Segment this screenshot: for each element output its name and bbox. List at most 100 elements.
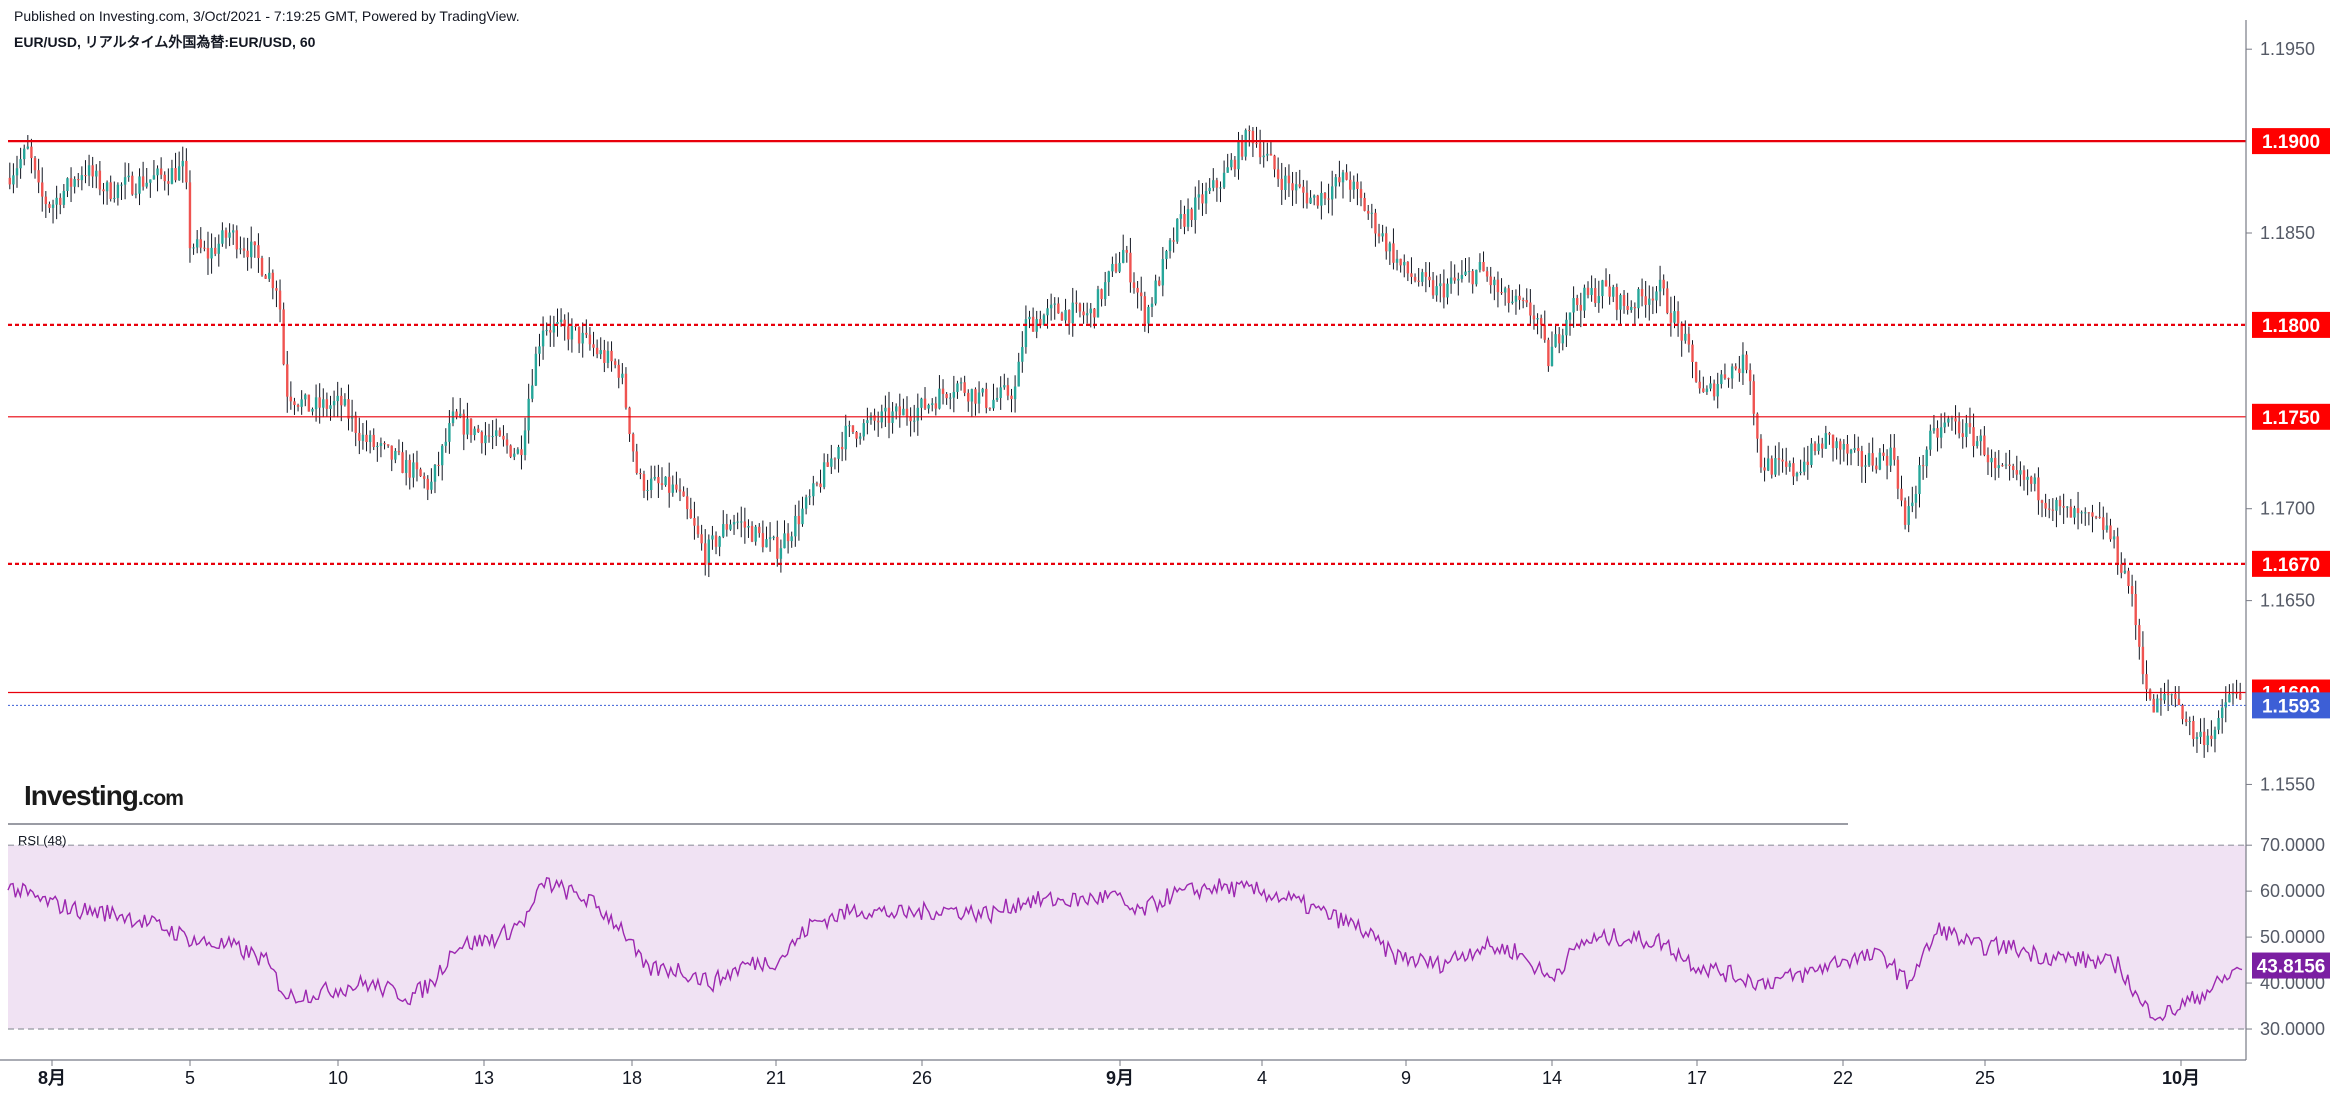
candle-body [250, 241, 253, 258]
candle-body [15, 168, 19, 176]
candle-body [1637, 289, 1640, 309]
candle-body [603, 350, 606, 363]
candle-body [116, 184, 120, 198]
candle-body [1294, 184, 1298, 191]
candle-body [1864, 465, 1867, 467]
candle-body [1367, 210, 1370, 214]
investing-logo: Investing.com [24, 780, 184, 811]
candle-body [581, 332, 584, 344]
candle-body [2008, 464, 2011, 466]
candle-body [905, 408, 909, 417]
candle-body [862, 423, 865, 437]
time-tick-label: 5 [185, 1068, 195, 1088]
candle-body [1983, 435, 1986, 455]
candle-body [1421, 272, 1424, 282]
level-tag-1.1900-bg [2252, 128, 2330, 155]
candle-body [1258, 143, 1262, 158]
candle-body [1406, 261, 1410, 274]
candle-body [480, 431, 484, 444]
price-pane[interactable] [8, 125, 2246, 758]
candle-body [959, 382, 963, 384]
candle-body [808, 496, 811, 498]
candle-body [876, 420, 880, 423]
candle-body [80, 175, 84, 181]
candle-body [347, 399, 350, 419]
current-price-tag: 1.1593 [2262, 696, 2320, 717]
candle-body [1201, 194, 1204, 204]
candle-body [8, 177, 12, 185]
candle-body [1154, 280, 1157, 304]
candle-body [855, 431, 858, 439]
candle-body [894, 406, 898, 412]
candle-body [653, 477, 656, 479]
candle-body [747, 525, 750, 528]
candle-body [1096, 289, 1100, 318]
candle-body [704, 543, 707, 565]
time-axis[interactable]: 8月 5 10 13 18 21 26 9月 4 9 14 17 22 25 10月 [0, 1059, 2246, 1088]
candle-body [1273, 155, 1276, 170]
candle-body [931, 403, 934, 405]
candle-body [1640, 289, 1644, 297]
candle-body [830, 458, 833, 467]
candle-body [606, 350, 610, 363]
candle-body [628, 407, 631, 435]
candle-body [2170, 694, 2173, 696]
candle-body [923, 398, 927, 409]
candle-body [286, 364, 289, 397]
candle-body [559, 319, 563, 323]
candle-body [19, 159, 22, 169]
price-axis[interactable]: 1.1950 1.1850 1.1700 1.1650 1.1550 1.1900 1.18… [2245, 20, 2330, 1060]
candle-body [1705, 388, 1709, 392]
candle-body [1882, 452, 1885, 456]
candle-body [2120, 564, 2123, 573]
rsi-axis[interactable]: 70.000060.000050.000040.000030.000043.81… [2246, 835, 2330, 1039]
level-tag-1.1750-bg [2252, 403, 2330, 430]
candle-body [981, 388, 984, 393]
price-tick-label: 1.1850 [2260, 223, 2315, 243]
candle-body [1338, 177, 1341, 183]
candle-body [1622, 295, 1626, 306]
candle-body [1039, 319, 1042, 326]
rsi-pane[interactable]: RSI (48) [7, 833, 2246, 1030]
candle-body [1489, 276, 1492, 286]
candle-body [1698, 381, 1701, 389]
candle-body [1857, 448, 1860, 452]
candle-body [1889, 447, 1892, 466]
candle-body [758, 526, 761, 534]
candle-body [1143, 296, 1147, 324]
candle-body [253, 241, 257, 246]
candle-body [1085, 313, 1089, 316]
candle-body [386, 444, 390, 446]
candle-body [1965, 423, 1968, 437]
candle-body [851, 425, 855, 432]
candle-body [1349, 179, 1352, 190]
candle-body [55, 197, 58, 205]
candle-body [37, 170, 40, 183]
candle-body [660, 483, 664, 486]
candle-body [1482, 261, 1485, 272]
candle-body [1403, 261, 1406, 266]
candle-body [1655, 291, 1658, 301]
candle-body [1147, 306, 1150, 324]
candle-body [1630, 306, 1633, 311]
candle-body [1298, 184, 1301, 187]
candle-body [2098, 516, 2101, 518]
rsi-line [7, 876, 2243, 1022]
candle-body [372, 434, 375, 447]
candle-body [902, 408, 905, 416]
candle-body [657, 477, 660, 484]
candle-body [1784, 461, 1788, 467]
candle-body [1352, 181, 1356, 190]
candle-body [152, 175, 156, 180]
candle-body [1399, 258, 1402, 266]
candle-body [51, 204, 55, 208]
candle-body [2001, 465, 2004, 467]
candle-body [257, 245, 260, 259]
candle-body [1702, 388, 1705, 392]
candle-body [1226, 167, 1229, 173]
candle-body [383, 443, 386, 445]
candle-body [170, 168, 174, 184]
candle-body [2058, 499, 2062, 507]
candle-body [322, 399, 325, 408]
